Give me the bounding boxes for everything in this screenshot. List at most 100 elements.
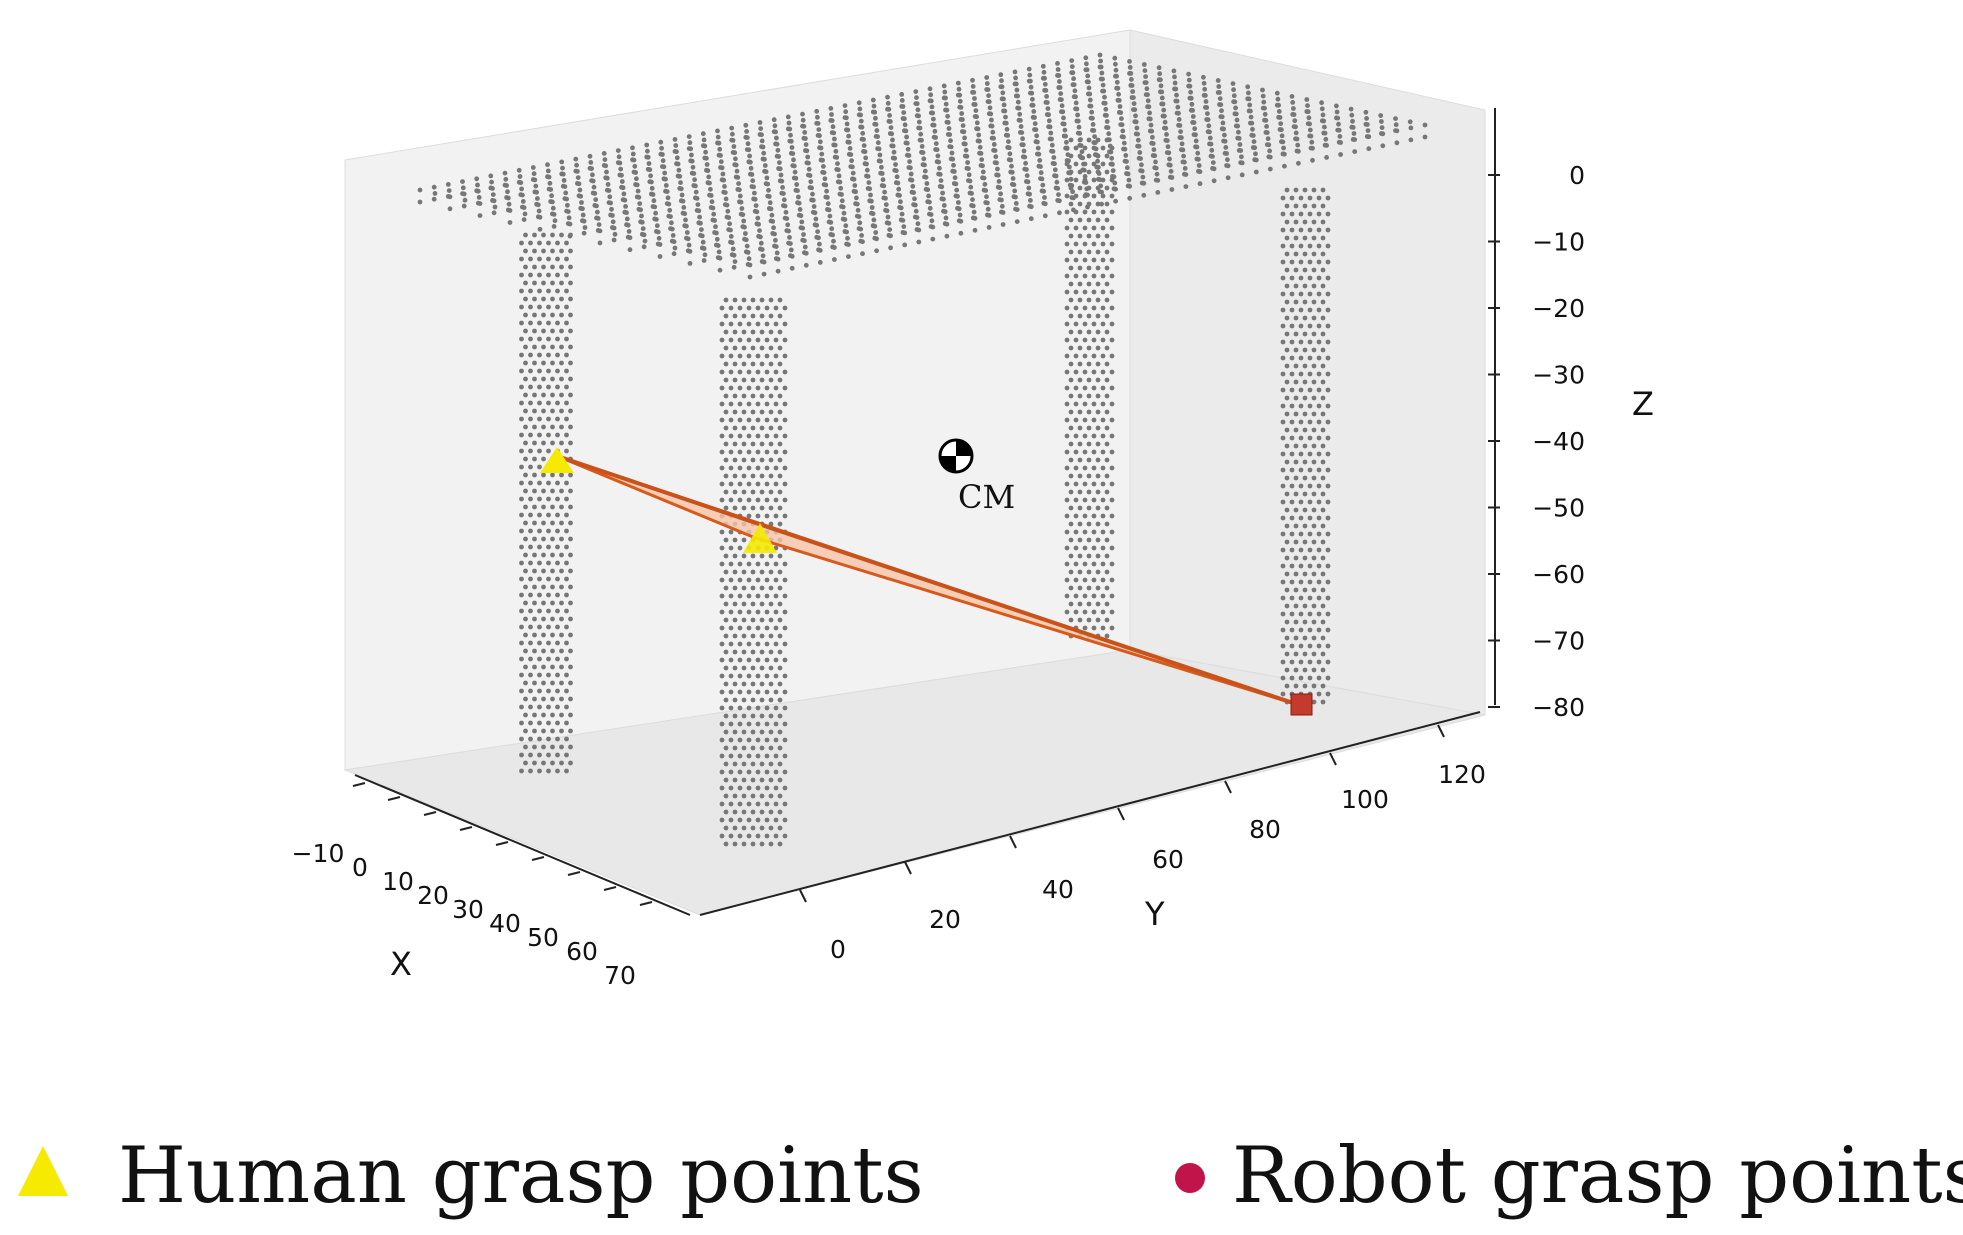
cloud-point [1086,441,1092,447]
cloud-point [1025,191,1031,197]
cloud-point [546,720,551,726]
cloud-point [804,160,810,166]
cloud-point [1002,120,1008,126]
cloud-point [741,825,747,831]
cloud-point [1112,55,1118,61]
cloud-point [1091,305,1097,311]
cloud-point [689,170,695,176]
cloud-point [830,244,835,250]
cloud-point [1095,345,1101,351]
cloud-point [732,425,738,431]
x-tick [531,856,545,861]
cloud-point [741,457,747,463]
cloud-point [1304,109,1310,114]
cloud-point [791,175,797,181]
cloud-point [666,213,672,219]
cloud-point [787,235,792,240]
cloud-point [1109,577,1115,583]
cloud-point [535,196,540,201]
cloud-point [980,169,986,175]
cloud-point [759,313,765,319]
cloud-point [1311,491,1317,497]
cloud-point [759,825,765,831]
cloud-point [1136,155,1142,161]
cloud-point [1109,225,1115,231]
cloud-point [573,156,579,162]
cloud-point [943,215,949,221]
cloud-point [541,296,546,302]
cloud-point [532,680,537,686]
cloud-point [1307,675,1313,681]
cloud-point [523,488,528,494]
cloud-point [723,329,729,335]
cloud-point [777,777,783,783]
cloud-point [1091,257,1097,263]
cloud-point [1086,185,1092,191]
cloud-point [1082,417,1088,423]
cloud-point [1132,119,1138,125]
cloud-point [874,128,880,133]
cloud-point [1086,473,1092,479]
cloud-point [1086,569,1092,575]
cloud-point [928,92,934,98]
cloud-point [718,159,724,165]
cloud-point [1100,337,1106,343]
cloud-point [568,760,573,766]
cloud-point [1293,523,1299,529]
cloud-point [1307,307,1313,313]
cloud-point [860,130,866,136]
cloud-point [715,134,721,140]
cloud-point [854,213,860,219]
cloud-point [564,256,569,262]
cloud-point [847,146,853,151]
cloud-point [821,164,826,169]
cloud-point [737,401,743,407]
cloud-point [837,191,843,197]
cloud-point [759,793,765,799]
cloud-point [1095,153,1101,159]
cloud-point [931,134,937,140]
cloud-point [1122,158,1128,164]
cloud-point [1274,90,1280,96]
cloud-point [559,296,564,302]
cloud-point [1280,627,1286,633]
cloud-point [1293,459,1299,465]
cloud-point [777,425,783,431]
cloud-point [528,624,533,630]
cloud-point [1022,166,1028,172]
cloud-point [1316,435,1322,441]
cloud-point [732,697,738,703]
cloud-point [541,472,546,478]
cloud-point [559,760,564,766]
cloud-point [848,164,854,170]
y-axis-label: Y [1144,895,1165,933]
cloud-point [719,353,725,359]
cloud-point [764,817,770,823]
cloud-point [559,696,564,702]
cloud-point [925,199,931,205]
cloud-point [594,215,599,221]
cloud-point [728,529,734,535]
cloud-point [1100,401,1106,407]
cloud-point [1068,217,1074,223]
cloud-point [1311,619,1317,625]
cloud-point [564,304,569,310]
cloud-point [741,377,747,383]
cloud-point [1082,289,1088,295]
cloud-point [1164,150,1170,156]
cloud-point [1293,507,1299,513]
cloud-point [1040,63,1046,69]
cloud-point [1298,627,1304,633]
cloud-point [755,753,761,759]
cloud-point [546,544,551,550]
cloud-point [1325,483,1331,489]
cloud-point [642,238,648,244]
cloud-point [729,125,735,131]
cloud-point [873,230,879,235]
cloud-point [746,817,752,823]
cloud-point [1104,137,1110,143]
cloud-point [768,409,774,415]
cloud-point [1100,177,1106,183]
cloud-point [1220,120,1226,126]
cloud-point [1280,419,1286,425]
